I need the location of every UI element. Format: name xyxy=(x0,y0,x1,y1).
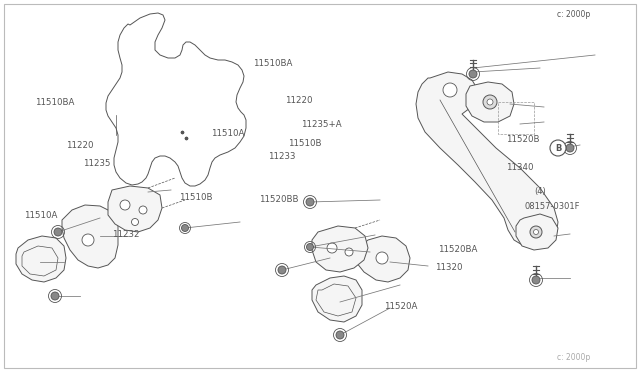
Text: 11233: 11233 xyxy=(268,152,295,161)
Text: 11235+A: 11235+A xyxy=(301,120,341,129)
Circle shape xyxy=(483,95,497,109)
Polygon shape xyxy=(16,236,66,282)
Circle shape xyxy=(82,234,94,246)
Text: 11220: 11220 xyxy=(66,141,93,150)
Circle shape xyxy=(139,206,147,214)
Circle shape xyxy=(345,248,353,256)
Text: 11320: 11320 xyxy=(435,263,463,272)
Circle shape xyxy=(522,224,538,240)
Text: (4): (4) xyxy=(534,187,546,196)
Text: 11510BA: 11510BA xyxy=(253,59,292,68)
Text: 11520B: 11520B xyxy=(506,135,539,144)
Circle shape xyxy=(51,292,59,300)
Text: 11340: 11340 xyxy=(506,163,533,172)
Text: c: 2000p: c: 2000p xyxy=(557,353,590,362)
Circle shape xyxy=(534,230,538,234)
Circle shape xyxy=(566,144,574,152)
Text: 11520A: 11520A xyxy=(384,302,417,311)
Text: B: B xyxy=(555,144,561,153)
Circle shape xyxy=(306,198,314,206)
Circle shape xyxy=(131,218,138,225)
Circle shape xyxy=(54,228,62,236)
Text: 11510BA: 11510BA xyxy=(35,98,75,107)
Polygon shape xyxy=(108,186,162,232)
Text: 11510A: 11510A xyxy=(24,211,58,220)
Polygon shape xyxy=(516,214,558,250)
Text: 11510B: 11510B xyxy=(288,139,321,148)
Polygon shape xyxy=(106,13,246,186)
Circle shape xyxy=(550,140,566,156)
Circle shape xyxy=(278,266,286,274)
Text: 11510A: 11510A xyxy=(211,129,244,138)
Circle shape xyxy=(469,70,477,78)
Circle shape xyxy=(120,200,130,210)
Polygon shape xyxy=(312,276,362,322)
Text: 11510B: 11510B xyxy=(179,193,212,202)
Circle shape xyxy=(327,243,337,253)
Polygon shape xyxy=(354,236,410,282)
Circle shape xyxy=(307,244,314,250)
Circle shape xyxy=(487,99,493,105)
Text: 11235: 11235 xyxy=(83,159,111,168)
Text: 11220: 11220 xyxy=(285,96,312,105)
Circle shape xyxy=(530,226,542,238)
Circle shape xyxy=(443,83,457,97)
Polygon shape xyxy=(312,226,368,272)
Circle shape xyxy=(376,252,388,264)
Circle shape xyxy=(336,331,344,339)
Polygon shape xyxy=(62,205,118,268)
Text: 11520BB: 11520BB xyxy=(259,195,299,203)
Text: 08157-0301F: 08157-0301F xyxy=(525,202,580,211)
Circle shape xyxy=(532,276,540,284)
Polygon shape xyxy=(416,72,558,248)
Text: 11520BA: 11520BA xyxy=(438,245,478,254)
Polygon shape xyxy=(466,82,514,122)
Text: c: 2000p: c: 2000p xyxy=(557,10,590,19)
Text: 11232: 11232 xyxy=(112,230,140,239)
Circle shape xyxy=(182,224,189,231)
